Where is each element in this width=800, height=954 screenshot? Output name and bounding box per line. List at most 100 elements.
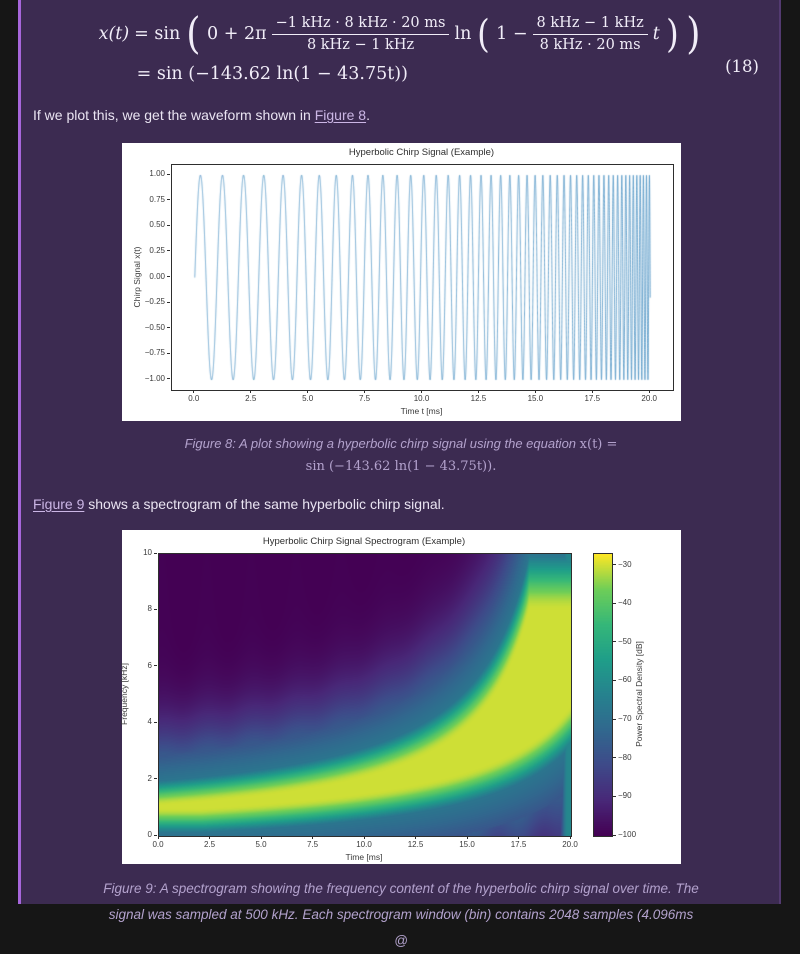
x-tick-label: 7.5	[306, 840, 319, 849]
y-tick-label: −0.75	[144, 348, 165, 358]
colorbar-axis-label: Power Spectral Density [dB]	[634, 641, 644, 747]
figure-9-caption: Figure 9: A spectrogram showing the freq…	[101, 876, 701, 954]
x-tick-label: 17.5	[584, 394, 601, 403]
y-tick-mark	[154, 552, 157, 554]
x-tick-label: 12.5	[470, 394, 487, 403]
chart-title: Hyperbolic Chirp Signal (Example)	[348, 147, 495, 158]
y-tick-label: 2	[147, 773, 152, 783]
equation-ln: ln	[454, 24, 472, 44]
equation-lhs: x(t)	[98, 24, 130, 44]
x-tick-label: 5.0	[302, 394, 314, 403]
x-tick-label: 7.5	[359, 394, 371, 403]
y-tick-label: 10	[143, 548, 152, 557]
y-tick-label: 6	[147, 660, 152, 670]
paragraph-figure9: Figure 9 shows a spectrogram of the same…	[33, 495, 779, 514]
paragraph-2-text: shows a spectrogram of the same hyperbol…	[84, 496, 445, 512]
colorbar-tick-mark	[613, 834, 616, 836]
y-tick-label: 4	[147, 717, 152, 727]
colorbar-tick-label: −100	[618, 830, 637, 839]
y-tick-label: −0.50	[144, 322, 165, 332]
y-axis-label: Frequency [kHz]	[119, 663, 129, 725]
x-tick-mark	[569, 836, 571, 839]
figure-9-chart: Hyperbolic Chirp Signal Spectrogram (Exa…	[119, 530, 681, 864]
x-tick-label: 2.5	[203, 840, 216, 849]
figure-8-caption-line1: Figure 8: A plot showing a hyperbolic ch…	[101, 433, 701, 456]
equation-tvar: t	[652, 24, 660, 44]
x-axis-label: Time t [ms]	[400, 406, 443, 416]
colorbar-tick-label: −70	[618, 714, 632, 724]
x-tick-mark	[307, 390, 309, 393]
y-tick-label: 0.75	[149, 194, 165, 204]
equation-block: x(t) = sin ( 0 + 2π −1 kHz · 8 kHz · 20 …	[21, 0, 779, 96]
colorbar-tick-mark	[613, 757, 616, 759]
spectrogram-canvas	[158, 553, 572, 837]
chart-title: Hyperbolic Chirp Signal Spectrogram (Exa…	[262, 536, 466, 547]
equation-term1: 0 + 2π	[207, 24, 267, 44]
y-tick-mark	[154, 721, 157, 723]
x-tick-label: 5.0	[255, 840, 267, 849]
caption-8-math-inline: x(t) =	[579, 437, 618, 452]
paragraph-1-text: If we plot this, we get the waveform sho…	[33, 107, 315, 123]
equation-rel: = sin	[134, 24, 181, 44]
colorbar-tick-mark	[613, 641, 616, 643]
x-tick-label: 20.0	[562, 840, 578, 849]
y-tick-mark	[154, 665, 157, 667]
y-tick-label: 0.00	[149, 271, 165, 281]
colorbar-tick-label: −60	[618, 675, 632, 685]
x-tick-label: 10.0	[356, 840, 372, 849]
y-tick-label: −0.25	[144, 297, 165, 307]
y-tick-mark	[154, 608, 157, 610]
figure-8-caption: Figure 8: A plot showing a hyperbolic ch…	[101, 433, 701, 478]
y-tick-mark	[167, 352, 170, 354]
x-tick-mark	[157, 836, 159, 839]
colorbar-tick-label: −40	[618, 598, 632, 608]
colorbar-canvas	[593, 553, 613, 837]
y-axis-label: Chirp Signal x(t)	[132, 246, 142, 307]
fraction-1-denominator: 8 kHz − 1 kHz	[306, 36, 415, 53]
y-tick-mark	[154, 834, 157, 836]
y-tick-mark	[167, 199, 170, 201]
colorbar-tick-mark	[613, 795, 616, 797]
y-tick-mark	[167, 173, 170, 175]
figure-9-link[interactable]: Figure 9	[33, 496, 85, 512]
y-tick-mark	[167, 250, 170, 252]
x-tick-label: 17.5	[510, 840, 527, 849]
x-tick-label: 2.5	[245, 394, 257, 403]
colorbar-tick-label: −80	[618, 752, 632, 762]
x-tick-mark	[518, 836, 519, 839]
x-tick-mark	[591, 390, 593, 393]
colorbar-tick-mark	[613, 564, 616, 566]
x-tick-label: 0.0	[152, 840, 164, 849]
x-tick-mark	[364, 390, 366, 393]
equation-number: (18)	[725, 57, 759, 76]
x-tick-mark	[421, 390, 422, 393]
equation-term2: 1 −	[496, 24, 528, 44]
x-tick-mark	[477, 390, 479, 393]
x-tick-mark	[209, 836, 210, 839]
fraction-2-numerator: 8 kHz − 1 kHz	[532, 14, 648, 35]
x-tick-mark	[312, 836, 313, 839]
y-tick-label: 0	[147, 830, 152, 839]
equation-lines: x(t) = sin ( 0 + 2π −1 kHz · 8 kHz · 20 …	[98, 8, 702, 85]
x-tick-mark	[466, 836, 468, 839]
x-tick-label: 15.0	[459, 840, 475, 849]
colorbar-tick-label: −50	[618, 636, 632, 646]
x-tick-label: 10.0	[413, 394, 430, 403]
y-tick-mark	[167, 378, 170, 380]
x-tick-mark	[363, 836, 365, 839]
colorbar-tick-mark	[613, 679, 616, 681]
colorbar-tick-mark	[613, 602, 616, 604]
y-tick-mark	[167, 276, 170, 277]
figure-9-caption-line1: Figure 9: A spectrogram showing the freq…	[103, 881, 699, 896]
y-tick-label: 1.00	[149, 169, 165, 179]
y-tick-mark	[167, 327, 170, 329]
figure-8-link[interactable]: Figure 8	[314, 107, 367, 123]
fraction-1-numerator: −1 kHz · 8 kHz · 20 ms	[271, 14, 450, 35]
x-tick-label: 0.0	[188, 394, 200, 403]
fraction-2-denominator: 8 kHz · 20 ms	[539, 36, 641, 53]
figure-8-caption-line2: sin (−143.62 ln(1 − 43.75t)).	[305, 459, 497, 474]
y-tick-mark	[167, 301, 170, 303]
x-tick-mark	[193, 390, 195, 393]
x-axis-label: Time [ms]	[345, 852, 383, 862]
x-tick-label: 20.0	[641, 394, 657, 403]
